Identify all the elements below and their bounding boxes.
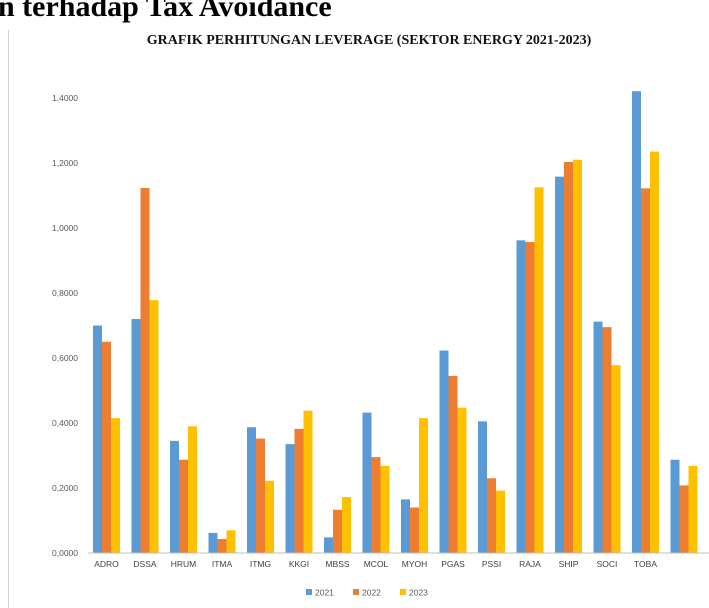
bar-kkgi-2023 — [303, 410, 313, 553]
x-tick-label: SHIP — [559, 559, 579, 569]
x-tick-label: PGAS — [441, 559, 465, 569]
x-tick-label: MCOL — [364, 559, 389, 569]
bar-adro-2023 — [111, 418, 120, 553]
x-tick-label: ITMG — [250, 559, 271, 569]
bar-ship-2023 — [573, 159, 582, 553]
bar-unlabeled-2023 — [688, 465, 698, 553]
legend-swatch-2021 — [306, 589, 312, 595]
bar-toba-2022 — [641, 188, 650, 553]
bar-mcol-2022 — [371, 457, 381, 553]
legend-swatch-2022 — [353, 589, 359, 595]
left-divider — [8, 30, 9, 608]
bar-toba-2023 — [650, 151, 659, 553]
legend-label-2021: 2021 — [315, 588, 334, 598]
bar-kkgi-2022 — [294, 428, 304, 553]
bar-adro-2022 — [102, 341, 111, 553]
bar-mcol-2023 — [380, 465, 390, 553]
bar-hrum-2022 — [179, 459, 188, 553]
bar-raja-2021 — [516, 240, 526, 553]
bar-dssa-2021 — [131, 319, 141, 553]
legend-label-2023: 2023 — [409, 588, 428, 598]
bar-soci-2023 — [611, 365, 621, 553]
x-tick-label: SOCI — [597, 559, 618, 569]
y-tick-label: 1,2000 — [52, 158, 78, 168]
legend: 2021 2022 2023 — [306, 588, 428, 598]
bar-pgas-2023 — [457, 407, 467, 553]
bar-pgas-2022 — [448, 375, 458, 553]
page-heading: n terhadap Tax Avoidance — [0, 0, 332, 23]
bar-unlabeled-2022 — [679, 485, 689, 553]
y-tick-label: 0,4000 — [52, 418, 78, 428]
bar-itmg-2022 — [256, 438, 265, 553]
x-tick-label: HRUM — [171, 559, 197, 569]
bar-mbss-2021 — [324, 537, 333, 553]
y-tick-label: 1,0000 — [52, 223, 78, 233]
bar-raja-2022 — [525, 241, 535, 553]
bar-pssi-2022 — [487, 478, 496, 553]
bar-dssa-2022 — [140, 188, 150, 553]
x-tick-label: MYOH — [402, 559, 428, 569]
y-tick-label: 1,4000 — [52, 93, 78, 103]
bar-unlabeled-2021 — [670, 459, 680, 553]
bar-hrum-2023 — [188, 426, 197, 553]
bar-kkgi-2021 — [285, 444, 295, 553]
bar-ship-2022 — [564, 162, 573, 553]
bar-raja-2023 — [534, 187, 544, 553]
x-tick-label: ADRO — [94, 559, 119, 569]
bar-myoh-2023 — [419, 418, 428, 553]
y-tick-label: 0,6000 — [52, 353, 78, 363]
y-tick-label: 0,2000 — [52, 483, 78, 493]
legend-swatch-2023 — [400, 589, 406, 595]
bar-myoh-2022 — [410, 507, 419, 553]
bar-itmg-2023 — [265, 480, 274, 553]
y-axis-ticks: 0,0000 0,2000 0,4000 0,6000 0,8000 1,0000 1,20… — [52, 93, 78, 558]
bar-mcol-2021 — [362, 412, 372, 553]
bar-toba-2021 — [632, 91, 641, 554]
bar-series — [93, 91, 698, 554]
bar-itma-2022 — [217, 539, 227, 553]
x-tick-label: RAJA — [519, 559, 541, 569]
bar-soci-2021 — [593, 321, 603, 553]
x-tick-label: ITMA — [212, 559, 233, 569]
legend-label-2022: 2022 — [362, 588, 381, 598]
y-tick-label: 0,8000 — [52, 288, 78, 298]
x-tick-label: MBSS — [325, 559, 349, 569]
x-tick-label: DSSA — [133, 559, 156, 569]
x-axis-labels: ADRO DSSA HRUM ITMA ITMG KKGI MBSS MCOL MYOH PGAS… — [94, 559, 657, 569]
bar-pssi-2023 — [496, 490, 505, 553]
bar-myoh-2021 — [401, 499, 410, 553]
bar-mbss-2022 — [333, 509, 342, 553]
bar-mbss-2023 — [342, 497, 351, 553]
bar-hrum-2021 — [170, 440, 179, 553]
bar-ship-2021 — [555, 176, 564, 553]
bar-soci-2022 — [602, 327, 612, 553]
bar-dssa-2023 — [149, 300, 159, 553]
bar-itmg-2021 — [247, 427, 256, 553]
bar-itma-2021 — [208, 532, 218, 553]
chart-title: GRAFIK PERHITUNGAN LEVERAGE (SEKTOR ENER… — [146, 33, 592, 48]
x-tick-label: KKGI — [289, 559, 309, 569]
bar-pgas-2021 — [439, 350, 449, 553]
y-tick-label: 0,0000 — [52, 548, 78, 558]
x-tick-label: PSSI — [482, 559, 501, 569]
bar-itma-2023 — [226, 530, 236, 553]
bar-adro-2021 — [93, 325, 102, 553]
x-tick-label: TOBA — [634, 559, 657, 569]
bar-pssi-2021 — [478, 421, 487, 553]
